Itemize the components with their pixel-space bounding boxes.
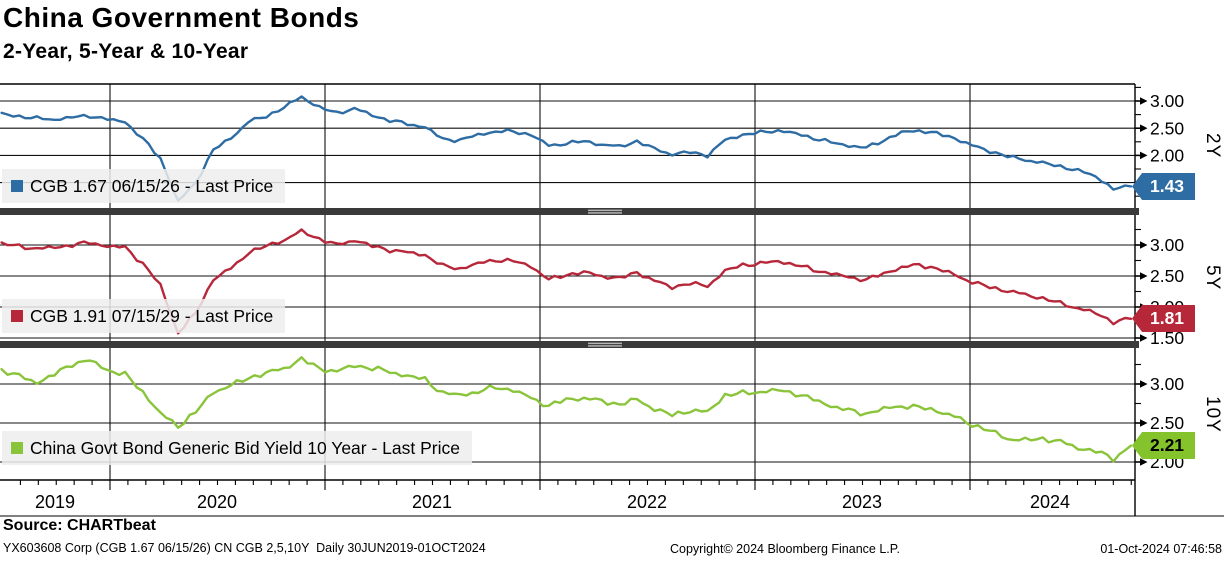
ytick-label: 3.00 [1150, 91, 1184, 111]
legend-10y[interactable]: China Govt Bond Generic Bid Yield 10 Yea… [2, 431, 472, 465]
panel-resize-handle[interactable] [588, 212, 622, 214]
panel-resize-handle[interactable] [588, 345, 622, 347]
last-price-badge-2y[interactable]: 1.43 [1132, 173, 1195, 200]
legend-5y[interactable]: CGB 1.91 07/15/29 - Last Price [2, 299, 286, 333]
source-credit: Source: CHARTbeat [3, 517, 156, 534]
ytick-label: 3.00 [1150, 235, 1184, 255]
ytick-label: 2.50 [1150, 266, 1184, 286]
year-label: 2023 [842, 492, 882, 512]
axis-tick-arrow-icon [1140, 97, 1148, 105]
year-label: 2020 [197, 492, 237, 512]
last-price-badge-5y[interactable]: 1.81 [1132, 305, 1195, 332]
ytick-label: 3.00 [1150, 374, 1184, 394]
legend-label: CGB 1.91 07/15/29 - Last Price [30, 305, 274, 326]
yield-line-10y [0, 356, 1133, 463]
year-label: 2021 [412, 492, 452, 512]
legend-label: China Govt Bond Generic Bid Yield 10 Yea… [30, 437, 460, 458]
legend-swatch-icon [11, 310, 23, 322]
axis-tick-arrow-icon [1140, 380, 1148, 388]
axis-tick-arrow-icon [1140, 151, 1148, 160]
ticker-info: YX603608 Corp (CGB 1.67 06/15/26) CN CGB… [3, 541, 486, 555]
legend-label: CGB 1.67 06/15/26 - Last Price [30, 175, 274, 196]
axis-tick-arrow-icon [1140, 272, 1148, 280]
year-label: 2024 [1030, 492, 1070, 512]
copyright-text: Copyright© 2024 Bloomberg Finance L.P. [670, 542, 900, 556]
axis-tick-arrow-icon [1140, 458, 1148, 466]
ytick-label: 1.50 [1150, 328, 1184, 348]
page-title: China Government Bonds [3, 2, 360, 33]
ytick-label: 2.50 [1150, 118, 1184, 138]
page-subtitle: 2-Year, 5-Year & 10-Year [3, 40, 249, 63]
panel-separator [0, 208, 1139, 215]
panel-separator [0, 341, 1139, 348]
ytick-label: 2.50 [1150, 413, 1184, 433]
axis-tick-arrow-icon [1140, 334, 1148, 342]
year-label: 2019 [35, 492, 75, 512]
axis-tick-arrow-icon [1140, 124, 1148, 132]
year-label: 2022 [627, 492, 667, 512]
legend-swatch-icon [11, 442, 23, 454]
axis-label-10y: 10Y [1202, 395, 1223, 433]
axis-label-5y: 5Y [1202, 265, 1223, 291]
legend-2y[interactable]: CGB 1.67 06/15/26 - Last Price [2, 169, 286, 203]
last-price-badge-10y[interactable]: 2.21 [1132, 432, 1195, 459]
axis-tick-arrow-icon [1140, 241, 1148, 249]
legend-swatch-icon [11, 180, 23, 192]
axis-tick-arrow-icon [1140, 419, 1148, 427]
panel-resize-handle[interactable] [588, 342, 622, 345]
panel-resize-handle[interactable] [588, 209, 622, 212]
ytick-label: 2.00 [1150, 146, 1184, 166]
axis-label-2y: 2Y [1202, 133, 1223, 159]
chart-timestamp: 01-Oct-2024 07:46:58 [1100, 542, 1222, 556]
